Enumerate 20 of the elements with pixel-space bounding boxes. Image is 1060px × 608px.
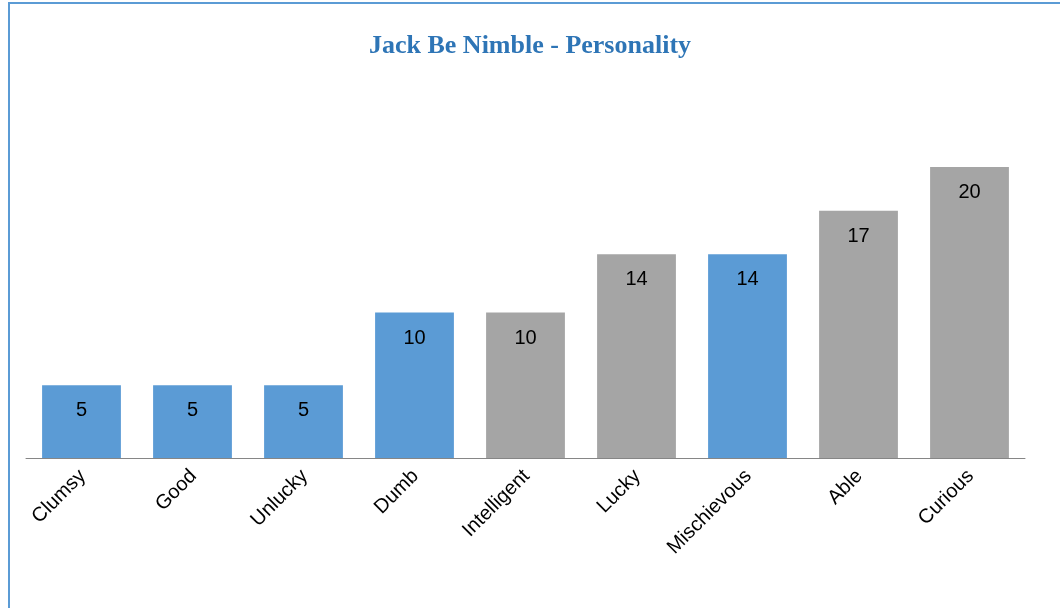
bar xyxy=(708,254,787,458)
data-label: 10 xyxy=(514,325,537,348)
data-label: 17 xyxy=(847,223,870,246)
bar xyxy=(42,385,121,458)
bar xyxy=(597,254,676,458)
data-label: 20 xyxy=(958,180,981,202)
chart-title: Jack Be Nimble - Personality xyxy=(368,29,692,59)
bar xyxy=(819,210,898,458)
bar xyxy=(486,312,565,458)
data-label: 14 xyxy=(736,267,759,290)
bar xyxy=(930,167,1009,458)
bar xyxy=(375,312,454,458)
data-label: 5 xyxy=(75,398,88,421)
data-label: 5 xyxy=(297,398,310,421)
bar xyxy=(153,385,232,458)
data-label: 10 xyxy=(403,325,426,348)
x-tick-label: Able xyxy=(822,464,867,509)
data-label: 14 xyxy=(625,267,648,290)
data-label: 5 xyxy=(186,398,199,421)
bar xyxy=(264,385,343,458)
